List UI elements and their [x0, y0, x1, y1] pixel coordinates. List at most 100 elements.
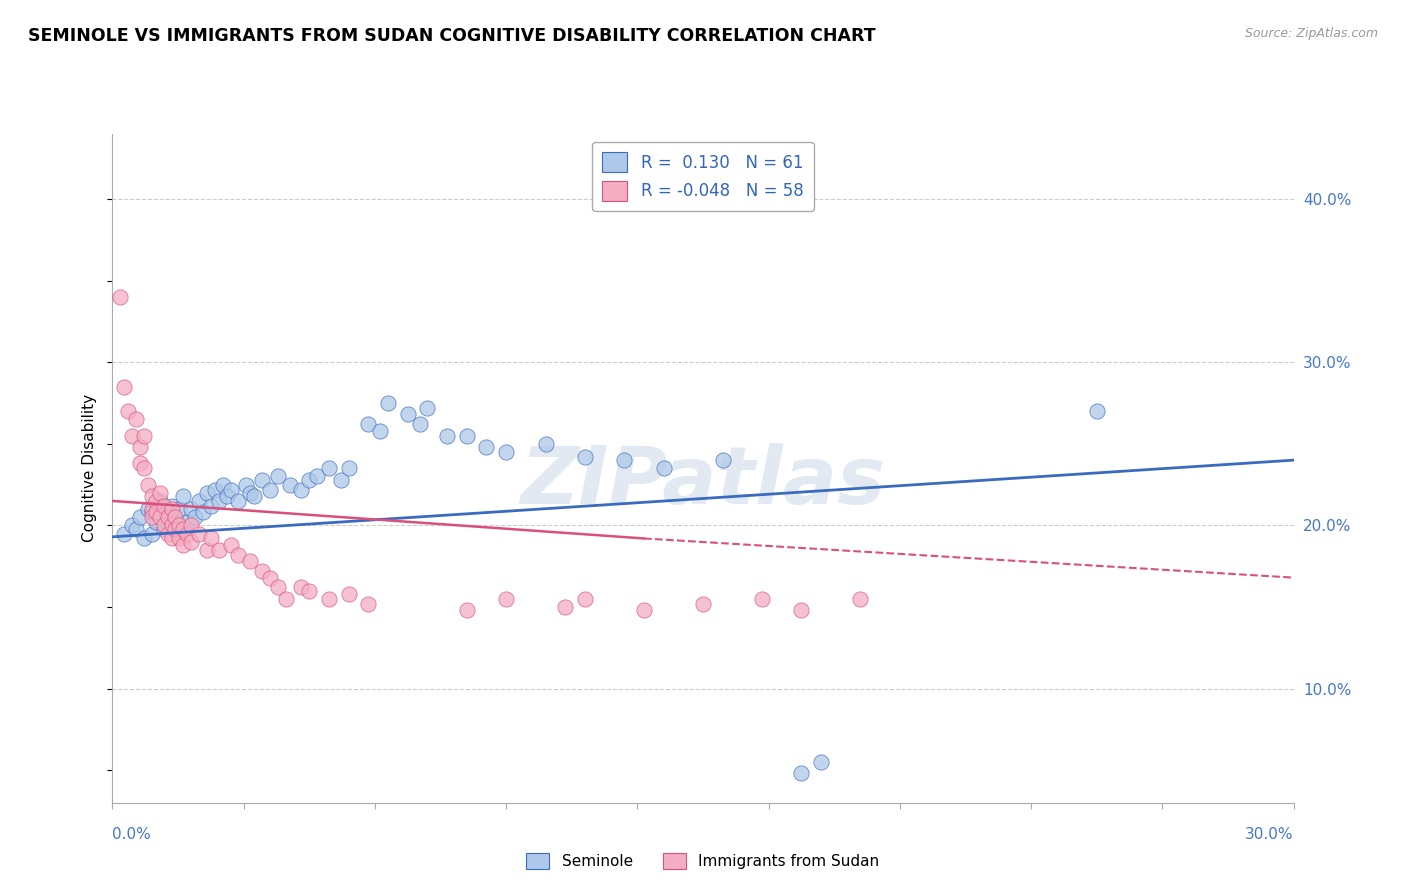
Point: [208, 494, 231, 508]
Point: [149, 494, 172, 508]
Point: [475, 440, 498, 454]
Point: [165, 510, 187, 524]
Point: [200, 532, 222, 546]
Point: [141, 526, 163, 541]
Point: [172, 522, 194, 536]
Point: [267, 469, 290, 483]
Point: [267, 581, 290, 595]
Point: [436, 428, 458, 442]
Point: [176, 526, 198, 541]
Text: SEMINOLE VS IMMIGRANTS FROM SUDAN COGNITIVE DISABILITY CORRELATION CHART: SEMINOLE VS IMMIGRANTS FROM SUDAN COGNIT…: [28, 27, 876, 45]
Point: [160, 502, 183, 516]
Point: [790, 766, 813, 780]
Point: [121, 518, 143, 533]
Point: [243, 489, 266, 503]
Point: [145, 515, 167, 529]
Point: [408, 417, 430, 432]
Point: [132, 532, 155, 546]
Point: [208, 542, 231, 557]
Point: [357, 417, 380, 432]
Point: [298, 473, 321, 487]
Point: [136, 502, 159, 516]
Point: [278, 477, 301, 491]
Point: [219, 538, 242, 552]
Point: [188, 526, 211, 541]
Point: [357, 597, 380, 611]
Point: [141, 510, 163, 524]
Point: [456, 428, 478, 442]
Point: [152, 499, 174, 513]
Y-axis label: Cognitive Disability: Cognitive Disability: [82, 394, 97, 542]
Point: [160, 518, 183, 533]
Point: [184, 510, 207, 524]
Legend: Seminole, Immigrants from Sudan: Seminole, Immigrants from Sudan: [520, 847, 886, 875]
Point: [152, 518, 174, 533]
Point: [195, 542, 218, 557]
Point: [165, 522, 187, 536]
Point: [416, 401, 439, 415]
Point: [652, 461, 675, 475]
Point: [129, 457, 152, 471]
Point: [160, 532, 183, 546]
Point: [188, 494, 211, 508]
Point: [318, 591, 340, 606]
Point: [141, 505, 163, 519]
Point: [156, 526, 179, 541]
Point: [152, 522, 174, 536]
Text: Source: ZipAtlas.com: Source: ZipAtlas.com: [1244, 27, 1378, 40]
Point: [156, 510, 179, 524]
Point: [259, 483, 281, 497]
Point: [711, 453, 734, 467]
Point: [160, 499, 183, 513]
Point: [377, 396, 399, 410]
Point: [149, 510, 172, 524]
Point: [172, 489, 194, 503]
Text: ZIPatlas: ZIPatlas: [520, 442, 886, 521]
Point: [259, 571, 281, 585]
Point: [239, 554, 262, 568]
Point: [790, 603, 813, 617]
Point: [191, 505, 214, 519]
Point: [195, 485, 218, 500]
Point: [172, 538, 194, 552]
Text: 0.0%: 0.0%: [112, 827, 152, 842]
Point: [692, 597, 714, 611]
Point: [200, 499, 222, 513]
Point: [125, 522, 148, 536]
Point: [456, 603, 478, 617]
Legend: R =  0.130   N = 61, R = -0.048   N = 58: R = 0.130 N = 61, R = -0.048 N = 58: [592, 142, 814, 211]
Point: [121, 428, 143, 442]
Point: [1085, 404, 1108, 418]
Point: [132, 428, 155, 442]
Point: [180, 502, 202, 516]
Point: [129, 440, 152, 454]
Point: [149, 485, 172, 500]
Point: [169, 532, 191, 546]
Point: [329, 473, 352, 487]
Point: [180, 518, 202, 533]
Text: 30.0%: 30.0%: [1246, 827, 1294, 842]
Point: [204, 483, 226, 497]
Point: [219, 483, 242, 497]
Point: [318, 461, 340, 475]
Point: [132, 461, 155, 475]
Point: [160, 522, 183, 536]
Point: [141, 489, 163, 503]
Point: [250, 564, 273, 578]
Point: [169, 502, 191, 516]
Point: [250, 473, 273, 487]
Point: [239, 485, 262, 500]
Point: [112, 380, 135, 394]
Point: [751, 591, 773, 606]
Point: [176, 515, 198, 529]
Point: [298, 583, 321, 598]
Point: [211, 477, 233, 491]
Point: [337, 461, 360, 475]
Point: [613, 453, 636, 467]
Point: [141, 502, 163, 516]
Point: [156, 510, 179, 524]
Point: [136, 477, 159, 491]
Point: [574, 450, 596, 464]
Point: [117, 404, 139, 418]
Point: [849, 591, 872, 606]
